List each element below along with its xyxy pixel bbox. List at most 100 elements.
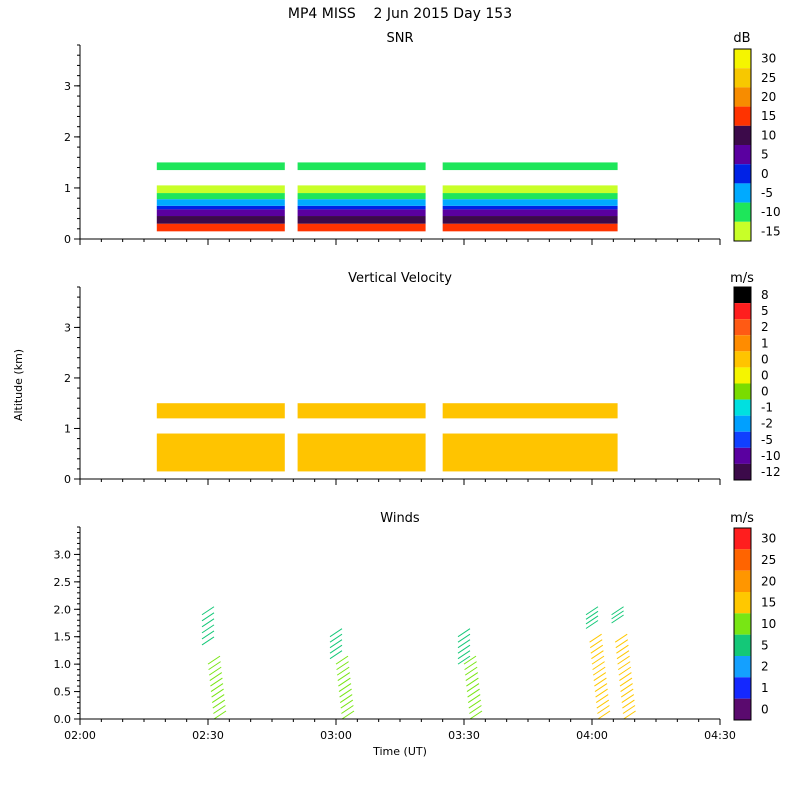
y-tick-label: 2.0 [54,603,72,616]
colorbar-swatch [734,68,751,88]
heatmap-cell [156,199,285,206]
colorbar-label: 30 [761,52,776,66]
wind-barb [201,630,215,640]
colorbar-swatch [734,125,751,145]
heatmap-cell [442,223,618,232]
heatmap-cell [156,403,285,419]
heatmap-cell [297,403,426,419]
wind-barb [201,618,215,628]
wind-barb [213,705,226,714]
wind-barb [619,672,632,682]
colorbar-label: -10 [761,449,781,463]
heatmap-cell [156,223,285,232]
wind-barb [329,633,343,643]
y-tick-label: 0 [64,233,71,246]
colorbar-unit: dB [733,31,750,46]
heatmap-cell [297,193,426,200]
colorbar-swatch [734,431,751,448]
colorbar-swatch [734,319,751,336]
colorbar-frame [733,286,752,481]
colorbar-swatch [734,656,751,678]
wind-barb [340,699,354,709]
colorbar-swatch [734,528,751,550]
y-tick-label: 0.5 [54,686,72,699]
wind-barb [211,688,224,698]
colorbar-swatch [734,383,751,400]
x-tick-label: 04:30 [704,729,736,742]
colorbar-label: -15 [761,224,781,238]
wind-barb [623,710,636,720]
colorbar-swatch [734,698,751,720]
panel-2: Winds 02:00 02:30 03:00 03:30 04:00 04:30 0.0 0.… [54,511,777,742]
wind-barb [208,661,221,671]
y-tick-label: 2 [64,131,71,144]
colorbar-swatch [734,49,751,69]
colorbar-swatch [734,183,751,203]
colorbar-swatch [734,351,751,368]
y-tick-label: 1.5 [54,631,72,644]
colorbar-label: 5 [761,304,769,318]
panel-title: SNR [386,31,413,46]
wind-barb [468,699,482,709]
wind-barb [329,628,343,638]
heatmap-cell [297,162,426,171]
wind-barb [338,677,351,687]
colorbar-swatch [734,367,751,384]
wind-barb [329,650,343,660]
wind-barb [329,644,343,654]
heatmap-cell [297,223,426,232]
wind-barb [201,606,215,616]
colorbar-swatch [734,570,751,592]
wind-barb [335,655,349,665]
wind-barb [337,672,351,682]
panel-0: SNR 0 1 2 3 30 25 20 15 10 5 0 -5 -10 -15 dB [64,31,781,246]
heatmap-cell [297,199,426,206]
colorbar-swatch [734,145,751,165]
colorbar-swatch [734,592,751,614]
colorbar-label: 10 [761,617,776,631]
colorbar-label: 8 [761,288,769,302]
colorbar-label: 25 [761,553,776,567]
colorbar-label: -1 [761,401,773,415]
wind-barb [591,650,604,660]
colorbar-swatch [734,415,751,432]
wind-barb [466,677,479,687]
wind-barb [592,666,606,676]
heatmap-cell [442,199,618,206]
y-tick-label: 2 [64,372,71,385]
colorbar-swatch [734,202,751,222]
x-tick-label: 03:30 [448,729,480,742]
heatmap-cell [156,205,285,210]
wind-barb [592,661,605,671]
wind-barb [614,633,628,643]
heatmap-cell [442,185,618,194]
heatmap-cell [442,216,618,224]
wind-barb [611,610,624,620]
colorbar-swatch [734,399,751,416]
figure-title: MP4 MISS 2 Jun 2015 Day 153 [287,6,513,22]
colorbar-label: 15 [761,109,776,123]
colorbar-label: 1 [761,681,769,695]
wind-barb [210,683,224,692]
y-axis-label: Altitude (km) [12,349,25,421]
wind-barb [201,612,215,622]
colorbar-swatch [734,613,751,635]
wind-barb [616,644,629,654]
heatmap-cell [156,193,285,200]
wind-barb [201,624,215,634]
x-tick-label: 03:00 [320,729,352,742]
colorbar-swatch [734,634,751,656]
y-tick-label: 0 [64,473,71,486]
wind-barb [594,683,608,692]
wind-barb [596,699,610,709]
colorbar-swatch [734,164,751,184]
wind-barb [585,615,599,625]
heatmap-cell [156,162,285,171]
x-tick-label: 02:00 [64,729,96,742]
wind-barb [594,677,607,687]
panel-title: Vertical Velocity [348,271,452,286]
colorbar-swatch [734,335,751,352]
heatmap-cell [156,433,285,472]
x-axis-label: Time (UT) [372,745,427,758]
wind-barb [201,636,215,646]
